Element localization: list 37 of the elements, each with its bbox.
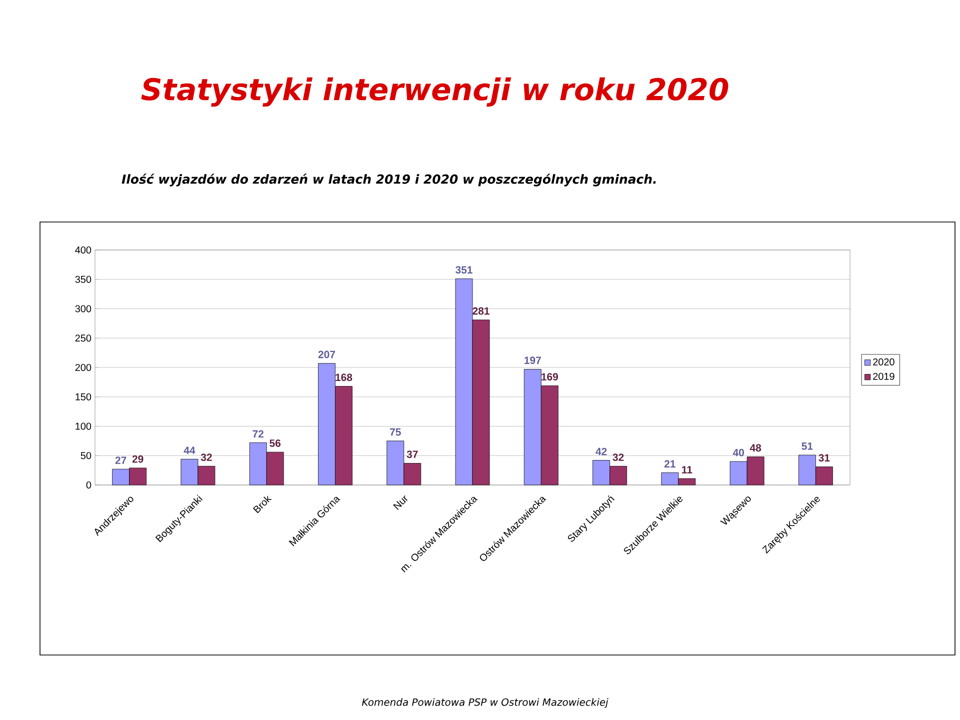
data-label: 21 — [664, 460, 676, 468]
data-label: 11 — [682, 466, 692, 474]
data-label: 207 — [318, 350, 335, 358]
x-tick-label: Nur — [393, 495, 408, 510]
data-label: 42 — [596, 448, 607, 456]
y-tick-label: 250 — [75, 334, 92, 342]
y-tick-label: 150 — [76, 393, 92, 400]
data-label: 75 — [390, 428, 401, 436]
legend-label: 2020 — [873, 358, 894, 366]
data-label: 351 — [456, 266, 472, 274]
data-label: 40 — [732, 448, 744, 456]
y-tick-label: 350 — [75, 276, 92, 283]
chart-subtitle: Ilość wyjazdów do zdarzeń w latach 2019 i 2020 w poszczególnych gminach. — [122, 174, 656, 186]
y-tick-label: 200 — [75, 364, 92, 372]
data-label: 37 — [406, 450, 418, 458]
data-label: 44 — [184, 446, 196, 454]
y-tick-label: 50 — [80, 452, 92, 460]
y-tick-label: 400 — [75, 246, 92, 254]
text: Komenda Powiatowa PSP w Ostrowi Mazowieckiej — [362, 698, 608, 708]
chart-title: Statystyki interwencji w roku 2020 — [141, 77, 728, 107]
data-label: 169 — [542, 373, 558, 381]
y-tick-label: 100 — [76, 422, 92, 430]
data-label: 72 — [252, 430, 264, 438]
y-tick-label: 300 — [75, 305, 92, 312]
data-label: 168 — [336, 374, 352, 382]
data-label: 32 — [200, 454, 212, 461]
data-label: 51 — [802, 442, 813, 450]
data-label: 32 — [612, 454, 624, 461]
data-label: 56 — [270, 439, 281, 447]
data-label: 48 — [750, 444, 762, 452]
data-label: 27 — [115, 456, 126, 464]
y-tick-label: 0 — [86, 481, 92, 489]
data-label: 31 — [818, 454, 830, 462]
data-label: 197 — [524, 356, 541, 364]
data-label: 29 — [132, 455, 144, 463]
legend-label: 2019 — [873, 372, 894, 380]
data-label: 281 — [472, 307, 490, 315]
